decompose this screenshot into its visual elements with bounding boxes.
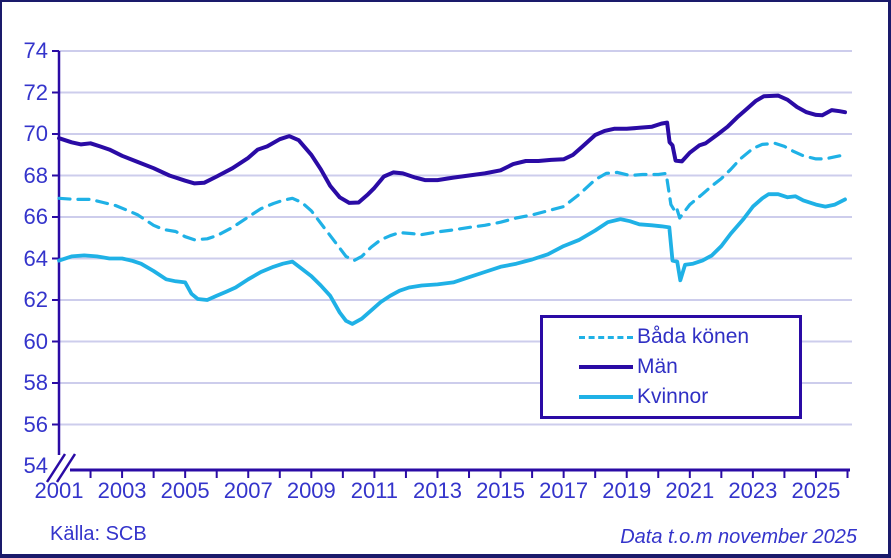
data-note-caption: Data t.o.m november 2025: [620, 526, 857, 548]
legend-item-kvinnor: Kvinnor: [579, 382, 799, 412]
y-axis-label: 62: [23, 287, 48, 312]
source-caption: Källa: SCB: [50, 523, 147, 545]
y-axis-label: 54: [23, 453, 48, 478]
x-axis-label: 2009: [286, 478, 336, 503]
x-axis-label: 2025: [791, 478, 841, 503]
x-axis-label: 2013: [412, 478, 462, 503]
x-axis-label: 2005: [160, 478, 210, 503]
y-axis-label: 66: [23, 204, 48, 229]
y-axis-label: 74: [23, 38, 48, 63]
y-axis-label: 70: [23, 121, 48, 146]
legend-item-bada-konen: Båda könen: [579, 322, 799, 352]
legend-label: Kvinnor: [637, 385, 709, 408]
series-m-n: [57, 93, 847, 205]
y-axis-label: 60: [23, 328, 48, 354]
x-axis-label: 2023: [728, 478, 778, 503]
x-axis-label: 2021: [665, 478, 715, 503]
y-axis-label: 64: [23, 245, 48, 271]
x-axis-label: 2003: [97, 478, 147, 503]
y-axis-label: 68: [23, 162, 48, 188]
y-axis-label: 72: [23, 79, 48, 105]
x-axis-label: 2015: [476, 478, 526, 503]
dashed-line-sample-icon: [579, 335, 633, 339]
x-axis-label: 2001: [34, 478, 84, 503]
x-axis-label: 2011: [350, 478, 399, 503]
legend-label: Båda könen: [637, 325, 750, 348]
series-b-da-k-nen: [57, 141, 847, 263]
x-axis-label: 2007: [223, 478, 273, 503]
legend-label: Män: [637, 355, 678, 378]
solid-cyan-line-sample-icon: [579, 395, 633, 399]
y-axis-label: 56: [23, 411, 48, 437]
series-kvinnor: [57, 192, 847, 326]
legend-item-man: Män: [579, 352, 799, 382]
x-axis-label: 2019: [602, 478, 652, 503]
y-axis-label: 58: [23, 370, 48, 395]
x-axis-label: 2017: [539, 478, 589, 503]
solid-navy-line-sample-icon: [579, 365, 633, 369]
legend-box: Båda könen Män Kvinnor: [540, 315, 802, 419]
